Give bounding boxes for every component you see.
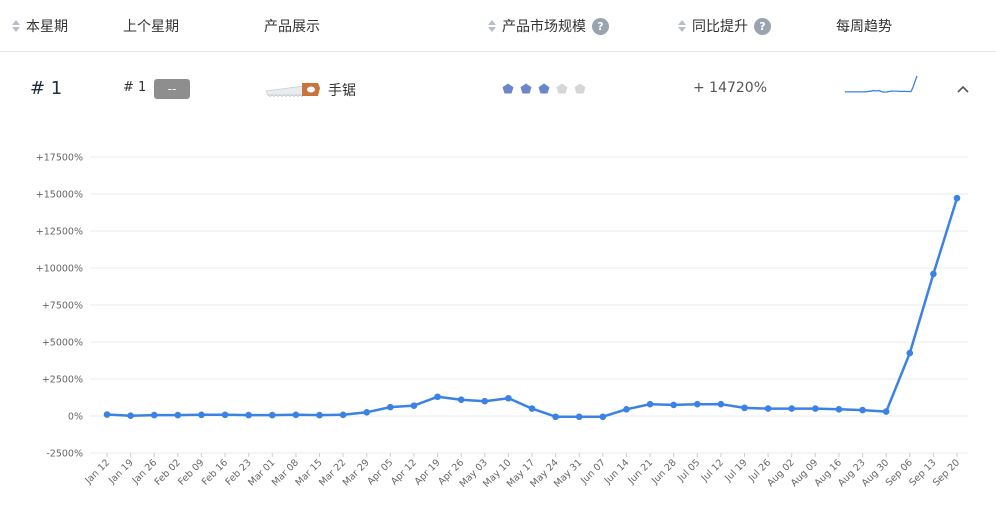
table-row[interactable]: # 1 # 1 -- 手锯 + 14720% (0, 52, 996, 528)
hand-saw-icon[interactable] (264, 80, 322, 98)
data-point[interactable] (741, 404, 748, 412)
market-level-icon (502, 83, 514, 94)
sort-icon[interactable] (488, 20, 496, 32)
table-header: 本星期 上个星期 产品展示 产品市场规模 ? 同比提升 ? 每周趋势 (0, 0, 996, 52)
data-point[interactable] (693, 400, 701, 408)
data-point[interactable] (127, 412, 134, 420)
data-point[interactable] (363, 409, 371, 416)
data-point[interactable] (292, 411, 300, 419)
header-yoy-label: 同比提升 (692, 19, 748, 35)
y-tick-label: -2500% (46, 449, 83, 460)
header-last-week-label: 上个星期 (123, 19, 179, 35)
data-point[interactable] (528, 405, 536, 412)
data-point[interactable] (221, 411, 229, 419)
data-point[interactable] (150, 411, 158, 419)
market-level-icon (556, 83, 568, 94)
market-size-rating (502, 83, 586, 94)
rank-change-badge: -- (154, 79, 190, 99)
sparkline-path (844, 75, 918, 93)
data-point[interactable] (481, 397, 489, 405)
data-point[interactable] (859, 406, 866, 414)
data-point[interactable] (575, 413, 583, 421)
x-tick-label: Jun 07 (578, 457, 608, 487)
y-tick-label: +7500% (42, 301, 83, 312)
data-point[interactable] (623, 406, 630, 413)
help-icon[interactable]: ? (754, 17, 771, 35)
market-level-icon (574, 83, 586, 94)
data-point[interactable] (646, 400, 654, 408)
data-point[interactable] (953, 194, 961, 202)
header-last-week: 上个星期 (123, 16, 179, 36)
y-tick-label: +15000% (36, 190, 83, 201)
header-this-week[interactable]: 本星期 (12, 16, 68, 36)
x-tick-label: Jun 14 (602, 457, 632, 487)
data-point[interactable] (245, 411, 252, 419)
x-tick-label: Jul 19 (722, 457, 749, 484)
data-point[interactable] (339, 411, 347, 419)
market-level-icon (520, 83, 532, 94)
data-point[interactable] (670, 401, 677, 409)
current-rank: # 1 (30, 78, 63, 99)
data-point[interactable] (906, 349, 914, 357)
x-tick-label: Jun 21 (626, 457, 656, 487)
data-point[interactable] (835, 406, 843, 413)
data-point[interactable] (268, 411, 276, 419)
x-tick-label: Sep 20 (931, 457, 962, 488)
header-market-size[interactable]: 产品市场规模 ? (488, 16, 609, 36)
data-point[interactable] (812, 405, 819, 412)
y-tick-label: 0% (68, 412, 83, 423)
y-tick-label: +12500% (36, 227, 83, 238)
data-point[interactable] (764, 405, 772, 412)
data-point[interactable] (457, 396, 465, 404)
header-product: 产品展示 (264, 16, 320, 36)
x-tick-label: Jul 05 (675, 457, 702, 484)
trend-chart: +17500% +15000% +12500% +10000% +7500% +5000%… (36, 153, 968, 490)
x-tick-label: Jun 28 (649, 457, 679, 487)
previous-rank: # 1 (123, 80, 147, 95)
sort-icon[interactable] (678, 20, 686, 32)
market-level-icon (538, 83, 550, 94)
y-tick-label: +2500% (42, 375, 83, 386)
header-this-week-label: 本星期 (26, 19, 68, 35)
data-point[interactable] (599, 413, 607, 421)
data-point[interactable] (434, 393, 441, 401)
data-point[interactable] (410, 402, 418, 409)
data-point[interactable] (552, 413, 559, 421)
yoy-growth: + 14720% (693, 80, 768, 96)
data-point[interactable] (930, 270, 937, 278)
y-tick-label: +17500% (36, 153, 83, 164)
x-tick-label: Jan 19 (106, 457, 136, 487)
help-icon[interactable]: ? (592, 17, 609, 35)
data-point[interactable] (198, 411, 205, 419)
sort-icon[interactable] (12, 20, 20, 32)
header-trend: 每周趋势 (836, 16, 892, 36)
weekly-trend-sparkline (844, 75, 918, 93)
x-tick-label: Jul 12 (699, 457, 726, 484)
product-name[interactable]: 手锯 (328, 83, 356, 99)
data-point[interactable] (103, 411, 111, 418)
data-point[interactable] (387, 403, 394, 411)
header-product-label: 产品展示 (264, 19, 320, 35)
header-market-size-label: 产品市场规模 (502, 19, 586, 35)
chevron-up-icon[interactable] (956, 84, 970, 94)
y-tick-label: +5000% (42, 338, 83, 349)
data-point[interactable] (505, 394, 512, 402)
data-point[interactable] (316, 411, 323, 419)
data-point[interactable] (174, 411, 182, 419)
header-yoy[interactable]: 同比提升 ? (678, 16, 771, 36)
data-point[interactable] (717, 400, 725, 408)
x-tick-label: Mar 29 (341, 457, 372, 488)
y-tick-label: +10000% (36, 264, 83, 275)
data-point[interactable] (882, 408, 890, 415)
x-tick-label: Jan 12 (83, 457, 113, 487)
data-point[interactable] (788, 405, 796, 412)
header-trend-label: 每周趋势 (836, 19, 892, 35)
